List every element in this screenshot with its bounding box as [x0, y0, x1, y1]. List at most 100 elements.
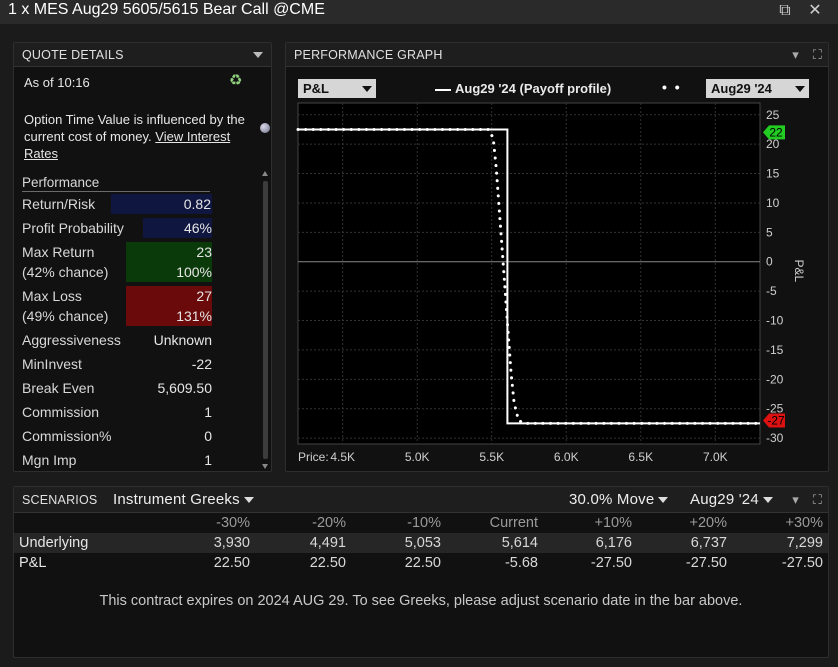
performance-title: Performance	[22, 175, 210, 192]
panel-menu-caret-icon[interactable]	[253, 52, 263, 58]
scenario-cell: 7,299	[786, 535, 823, 551]
move-select[interactable]: 30.0% Move	[569, 487, 669, 513]
max-return-row: Max Return 23 (42% chance) 100%	[22, 240, 212, 284]
quote-details-panel: QUOTE DETAILS As of 10:16 ♻ Option Time …	[13, 42, 272, 472]
commission-label: Commission	[22, 404, 100, 420]
scenario-date-value: Aug29 '24	[690, 491, 759, 508]
y-tick-label: 10	[766, 196, 780, 210]
metric-select[interactable]: P&L	[298, 79, 376, 98]
commission-pct-value: 0	[204, 428, 212, 444]
quote-details-header[interactable]: QUOTE DETAILS	[14, 43, 271, 67]
scenario-cell: 6,737	[690, 535, 727, 551]
scenario-column-header: Current	[489, 515, 538, 531]
greeks-caret-icon	[243, 497, 254, 504]
scenario-column-header: -20%	[312, 515, 346, 531]
close-icon[interactable]: ✕	[808, 2, 822, 19]
max-pnl-marker-label: 22	[769, 125, 783, 139]
max-return-bg	[126, 242, 212, 282]
scenarios-tab[interactable]: SCENARIOS	[22, 493, 98, 507]
y-tick-label: 15	[766, 167, 780, 181]
plot-area	[297, 102, 761, 445]
y-tick-label: 25	[766, 108, 780, 122]
max-loss-value: 27	[196, 288, 212, 304]
expand-icon[interactable]: ⛶	[812, 492, 822, 507]
scenario-cell: 22.50	[404, 555, 441, 571]
scenarios-header-row: -30% -20% -10% Current +10% +20% +30%	[14, 513, 828, 533]
as-of-time: As of 10:16	[24, 75, 90, 90]
scenario-column-header: -10%	[407, 515, 441, 531]
scenario-cell: -27.50	[781, 555, 823, 571]
scenario-row-underlying: Underlying 3,930 4,491 5,053 5,614 6,176 6,737…	[14, 533, 828, 553]
legend-dotted-swatch: • •	[662, 79, 682, 95]
scenarios-header: SCENARIOS Instrument Greeks 30.0% Move A…	[14, 487, 828, 513]
greeks-select-value: Instrument Greeks	[113, 491, 240, 508]
scenario-column-header: +30%	[785, 515, 824, 531]
mininvest-label: MinInvest	[22, 356, 82, 372]
scenario-cell: 5,614	[501, 535, 538, 551]
expiry-note: This contract expires on 2024 AUG 29. To…	[99, 593, 743, 609]
scenarios-panel: SCENARIOS Instrument Greeks 30.0% Move A…	[13, 486, 829, 658]
x-axis-label: Price:	[298, 450, 329, 464]
max-loss-row: Max Loss 27 (49% chance) 131%	[22, 284, 212, 328]
break-even-row: Break Even 5,609.50	[22, 376, 212, 400]
max-loss-percent: 131%	[176, 308, 212, 324]
return-risk-bg	[111, 194, 212, 214]
break-even-value: 5,609.50	[157, 380, 213, 396]
max-return-percent: 100%	[176, 264, 212, 280]
scenario-cell: -27.50	[685, 555, 727, 571]
panel-menu-caret-icon[interactable]: ▾	[792, 47, 799, 62]
greeks-select[interactable]: Instrument Greeks	[113, 487, 254, 513]
max-loss-chance: (49% chance)	[22, 308, 109, 324]
scenario-column-header: +20%	[689, 515, 728, 531]
scenario-cell: 4,491	[309, 535, 346, 551]
max-return-label: Max Return	[22, 244, 95, 260]
window-title: 1 x MES Aug29 5605/5615 Bear Call @CME	[8, 1, 325, 18]
legend-line-swatch	[435, 88, 451, 91]
panel-menu-caret-icon[interactable]: ▾	[792, 492, 799, 507]
scenario-date-caret-icon	[762, 497, 773, 504]
window-titlebar: 1 x MES Aug29 5605/5615 Bear Call @CME ⧉…	[0, 0, 838, 24]
performance-graph-title: PERFORMANCE GRAPH	[294, 48, 443, 62]
scroll-down-icon[interactable]	[262, 464, 268, 469]
y-tick-label: 0	[766, 255, 773, 269]
scenario-column-header: -30%	[216, 515, 250, 531]
metric-select-value: P&L	[303, 81, 329, 96]
y-tick-label: -10	[766, 314, 784, 328]
return-risk-label: Return/Risk	[22, 196, 96, 212]
scenarios-table: -30% -20% -10% Current +10% +20% +30% Underlyi…	[14, 513, 828, 573]
x-tick-label: 4.5K	[330, 450, 355, 464]
y-tick-label: -15	[766, 343, 784, 357]
view-interest-rates-link[interactable]: View Interest Rates	[24, 129, 231, 161]
expand-icon[interactable]: ⛶	[812, 47, 822, 62]
scenario-cell: 22.50	[309, 555, 346, 571]
commission-pct-label: Commission%	[22, 428, 112, 444]
x-tick-label: 7.0K	[703, 450, 728, 464]
chart-legend: Aug29 '24 (Payoff profile)	[435, 81, 611, 96]
scenario-date-select[interactable]: Aug29 '24	[690, 487, 773, 513]
min-pnl-marker-label: -27	[767, 413, 785, 427]
max-loss-label: Max Loss	[22, 288, 82, 304]
y-tick-label: 20	[766, 137, 780, 151]
y-tick-label: -25	[766, 402, 784, 416]
legend-label: Aug29 '24 (Payoff profile)	[455, 81, 612, 96]
quote-scrollbar[interactable]	[262, 171, 270, 469]
quote-details-title: QUOTE DETAILS	[22, 48, 124, 62]
scroll-thumb[interactable]	[263, 181, 268, 459]
move-select-value: 30.0% Move	[569, 491, 655, 508]
max-return-chance: (42% chance)	[22, 264, 109, 280]
commission-value: 1	[204, 404, 212, 420]
scroll-up-icon[interactable]	[262, 171, 268, 176]
profit-probability-label: Profit Probability	[22, 220, 124, 236]
refresh-icon[interactable]: ♻	[229, 72, 243, 89]
graph-date-select[interactable]: Aug29 '24	[706, 79, 809, 98]
return-risk-value: 0.82	[183, 196, 211, 212]
y-tick-label: -30	[766, 431, 784, 445]
scenario-cell: 6,176	[595, 535, 632, 551]
return-risk-row: Return/Risk 0.82	[22, 192, 212, 216]
min-pnl-marker	[763, 413, 785, 428]
scenario-row-pnl: P&L 22.50 22.50 22.50 -5.68 -27.50 -27.50 -27.5…	[14, 553, 828, 573]
popout-icon[interactable]: ⧉	[779, 2, 791, 19]
performance-section: Performance Return/Risk 0.82 Profit Prob…	[22, 175, 212, 472]
x-tick-label: 5.0K	[405, 450, 430, 464]
payoff-chart: 4.5K 5.0K 5.5K 6.0K 6.5K 7.0K 25 20 15 10 5 0 -5 -10 -…	[296, 102, 806, 464]
